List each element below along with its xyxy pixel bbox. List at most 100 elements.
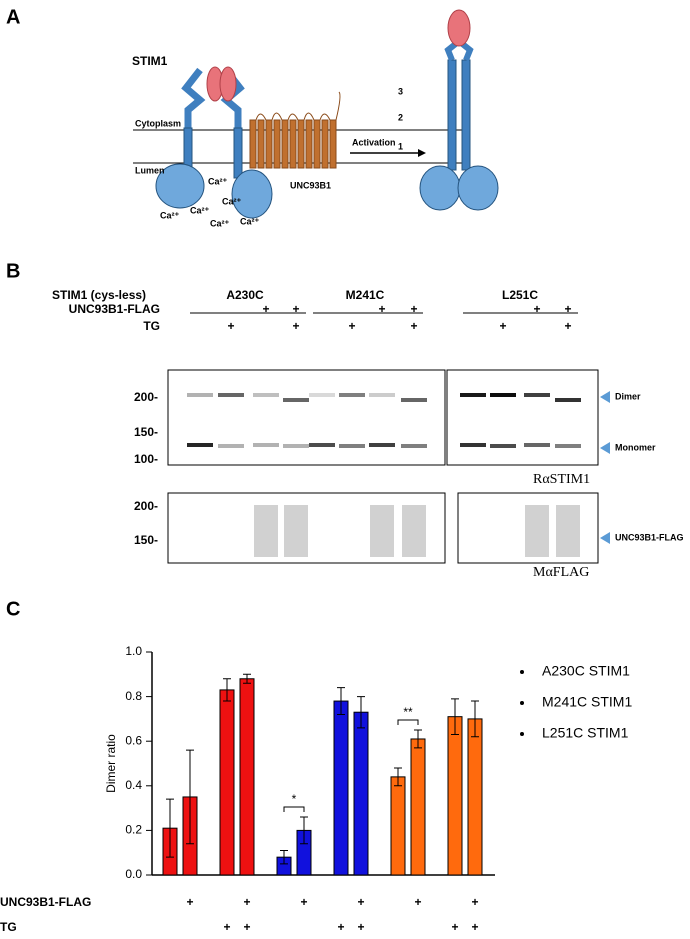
blot-band	[283, 444, 309, 448]
panel-label: B	[6, 260, 20, 282]
stim1-lumen-domain	[457, 165, 499, 211]
legend-bullet	[520, 732, 524, 736]
condition-mark: +	[186, 895, 193, 909]
condition-mark: +	[337, 920, 344, 934]
blot-band	[460, 393, 486, 397]
y-axis-label: Dimer ratio	[104, 734, 118, 793]
blot-band	[401, 398, 427, 402]
lane-mark: +	[564, 302, 571, 316]
row-label: TG	[0, 920, 17, 934]
row-label: UNC93B1-FLAG	[69, 302, 160, 316]
domain-label: 2	[398, 112, 403, 122]
diagram-label: Activation	[352, 137, 396, 147]
legend-label: L251C STIM1	[542, 725, 629, 741]
blot-band	[490, 393, 516, 397]
blot-smear	[370, 505, 394, 557]
error-bar	[394, 767, 402, 787]
mw-marker: 200-	[134, 390, 158, 404]
construct-title: STIM1 (cys-less)	[52, 288, 146, 302]
construct-label: L251C	[502, 288, 538, 302]
error-bar	[166, 798, 174, 858]
lane-mark: +	[292, 319, 299, 333]
error-bar	[280, 849, 288, 865]
condition-mark: +	[357, 895, 364, 909]
lane-mark: +	[378, 302, 385, 316]
significance-label: **	[403, 705, 413, 719]
error-bar	[337, 687, 345, 715]
lane-mark: +	[410, 302, 417, 316]
bar	[410, 738, 426, 876]
stim1-tm	[233, 127, 243, 179]
lane-mark: +	[262, 302, 269, 316]
unc93b1-shape	[249, 91, 341, 169]
blot-band	[401, 444, 427, 448]
row-label: TG	[143, 319, 160, 333]
calcium-label: Ca²⁺	[210, 218, 230, 228]
blot-band	[555, 444, 581, 448]
blot-band	[369, 393, 395, 397]
blot-band	[309, 443, 335, 447]
diagram-label: STIM1	[132, 54, 168, 68]
blot-smear	[525, 505, 549, 557]
lane-mark: +	[533, 302, 540, 316]
legend-bullet	[520, 670, 524, 674]
calcium-label: Ca²⁺	[190, 205, 210, 215]
condition-mark: +	[471, 920, 478, 934]
lane-mark: +	[292, 302, 299, 316]
blot-band	[218, 444, 244, 448]
y-tick-label: 0.8	[125, 689, 142, 703]
bar	[390, 776, 406, 876]
error-bar	[414, 729, 422, 749]
construct-label: A230C	[226, 288, 264, 302]
blot-band	[253, 443, 279, 447]
legend-label: M241C STIM1	[542, 694, 632, 710]
blot-band	[524, 393, 550, 397]
blot-band	[490, 444, 516, 448]
blot-band	[187, 393, 213, 397]
diagram-shapes	[133, 9, 499, 219]
significance-label: *	[292, 792, 297, 806]
mw-marker: 200-	[134, 499, 158, 513]
legend-bullet	[520, 701, 524, 705]
diagram-label: Cytoplasm	[135, 118, 181, 128]
condition-mark: +	[451, 920, 458, 934]
significance-bracket	[397, 719, 419, 726]
blot-band	[369, 443, 395, 447]
calcium-label: Ca²⁺	[240, 216, 260, 226]
blot-band	[253, 393, 279, 397]
blot-band	[524, 443, 550, 447]
calcium-label: Ca²⁺	[160, 210, 180, 220]
lane-mark: +	[348, 319, 355, 333]
blot-band	[555, 398, 581, 402]
blot-smear	[402, 505, 426, 557]
blot-band	[309, 393, 335, 397]
error-bar	[300, 816, 308, 845]
calcium-label: Ca²⁺	[222, 196, 242, 206]
antibody-label: RαSTIM1	[533, 472, 590, 487]
domain-label: 3	[398, 86, 403, 96]
panel-label: A	[6, 6, 20, 28]
stim1-lumen-domain	[231, 169, 273, 219]
lane-mark: +	[499, 319, 506, 333]
stim1-lumen-domain	[419, 165, 461, 211]
condition-mark: +	[243, 895, 250, 909]
stim1-lumen-domain	[155, 163, 205, 209]
band-arrow	[600, 391, 610, 403]
blot-band	[339, 393, 365, 397]
y-tick-label: 0.0	[125, 867, 142, 881]
bar	[219, 689, 235, 876]
calcium-label: Ca²⁺	[208, 176, 228, 186]
error-bar	[223, 678, 231, 702]
condition-mark: +	[414, 895, 421, 909]
band-arrow	[600, 532, 610, 544]
condition-mark: +	[471, 895, 478, 909]
band-label: Monomer	[615, 442, 656, 452]
diagram-label: UNC93B1	[290, 180, 331, 190]
significance-bracket	[283, 806, 305, 813]
arrow-head	[418, 149, 426, 157]
condition-mark: +	[357, 920, 364, 934]
antibody-label: MαFLAG	[533, 565, 589, 580]
band-label: Dimer	[615, 391, 641, 401]
